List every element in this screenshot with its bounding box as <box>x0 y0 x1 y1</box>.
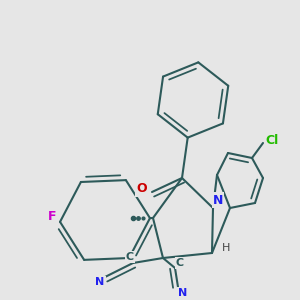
Text: F: F <box>48 210 56 224</box>
Text: N: N <box>213 194 223 206</box>
Text: C: C <box>126 252 134 262</box>
Text: O: O <box>137 182 147 196</box>
Text: C: C <box>176 258 184 268</box>
Text: H: H <box>222 243 230 253</box>
Text: N: N <box>178 288 188 298</box>
Text: Cl: Cl <box>266 134 279 146</box>
Text: N: N <box>95 277 105 287</box>
